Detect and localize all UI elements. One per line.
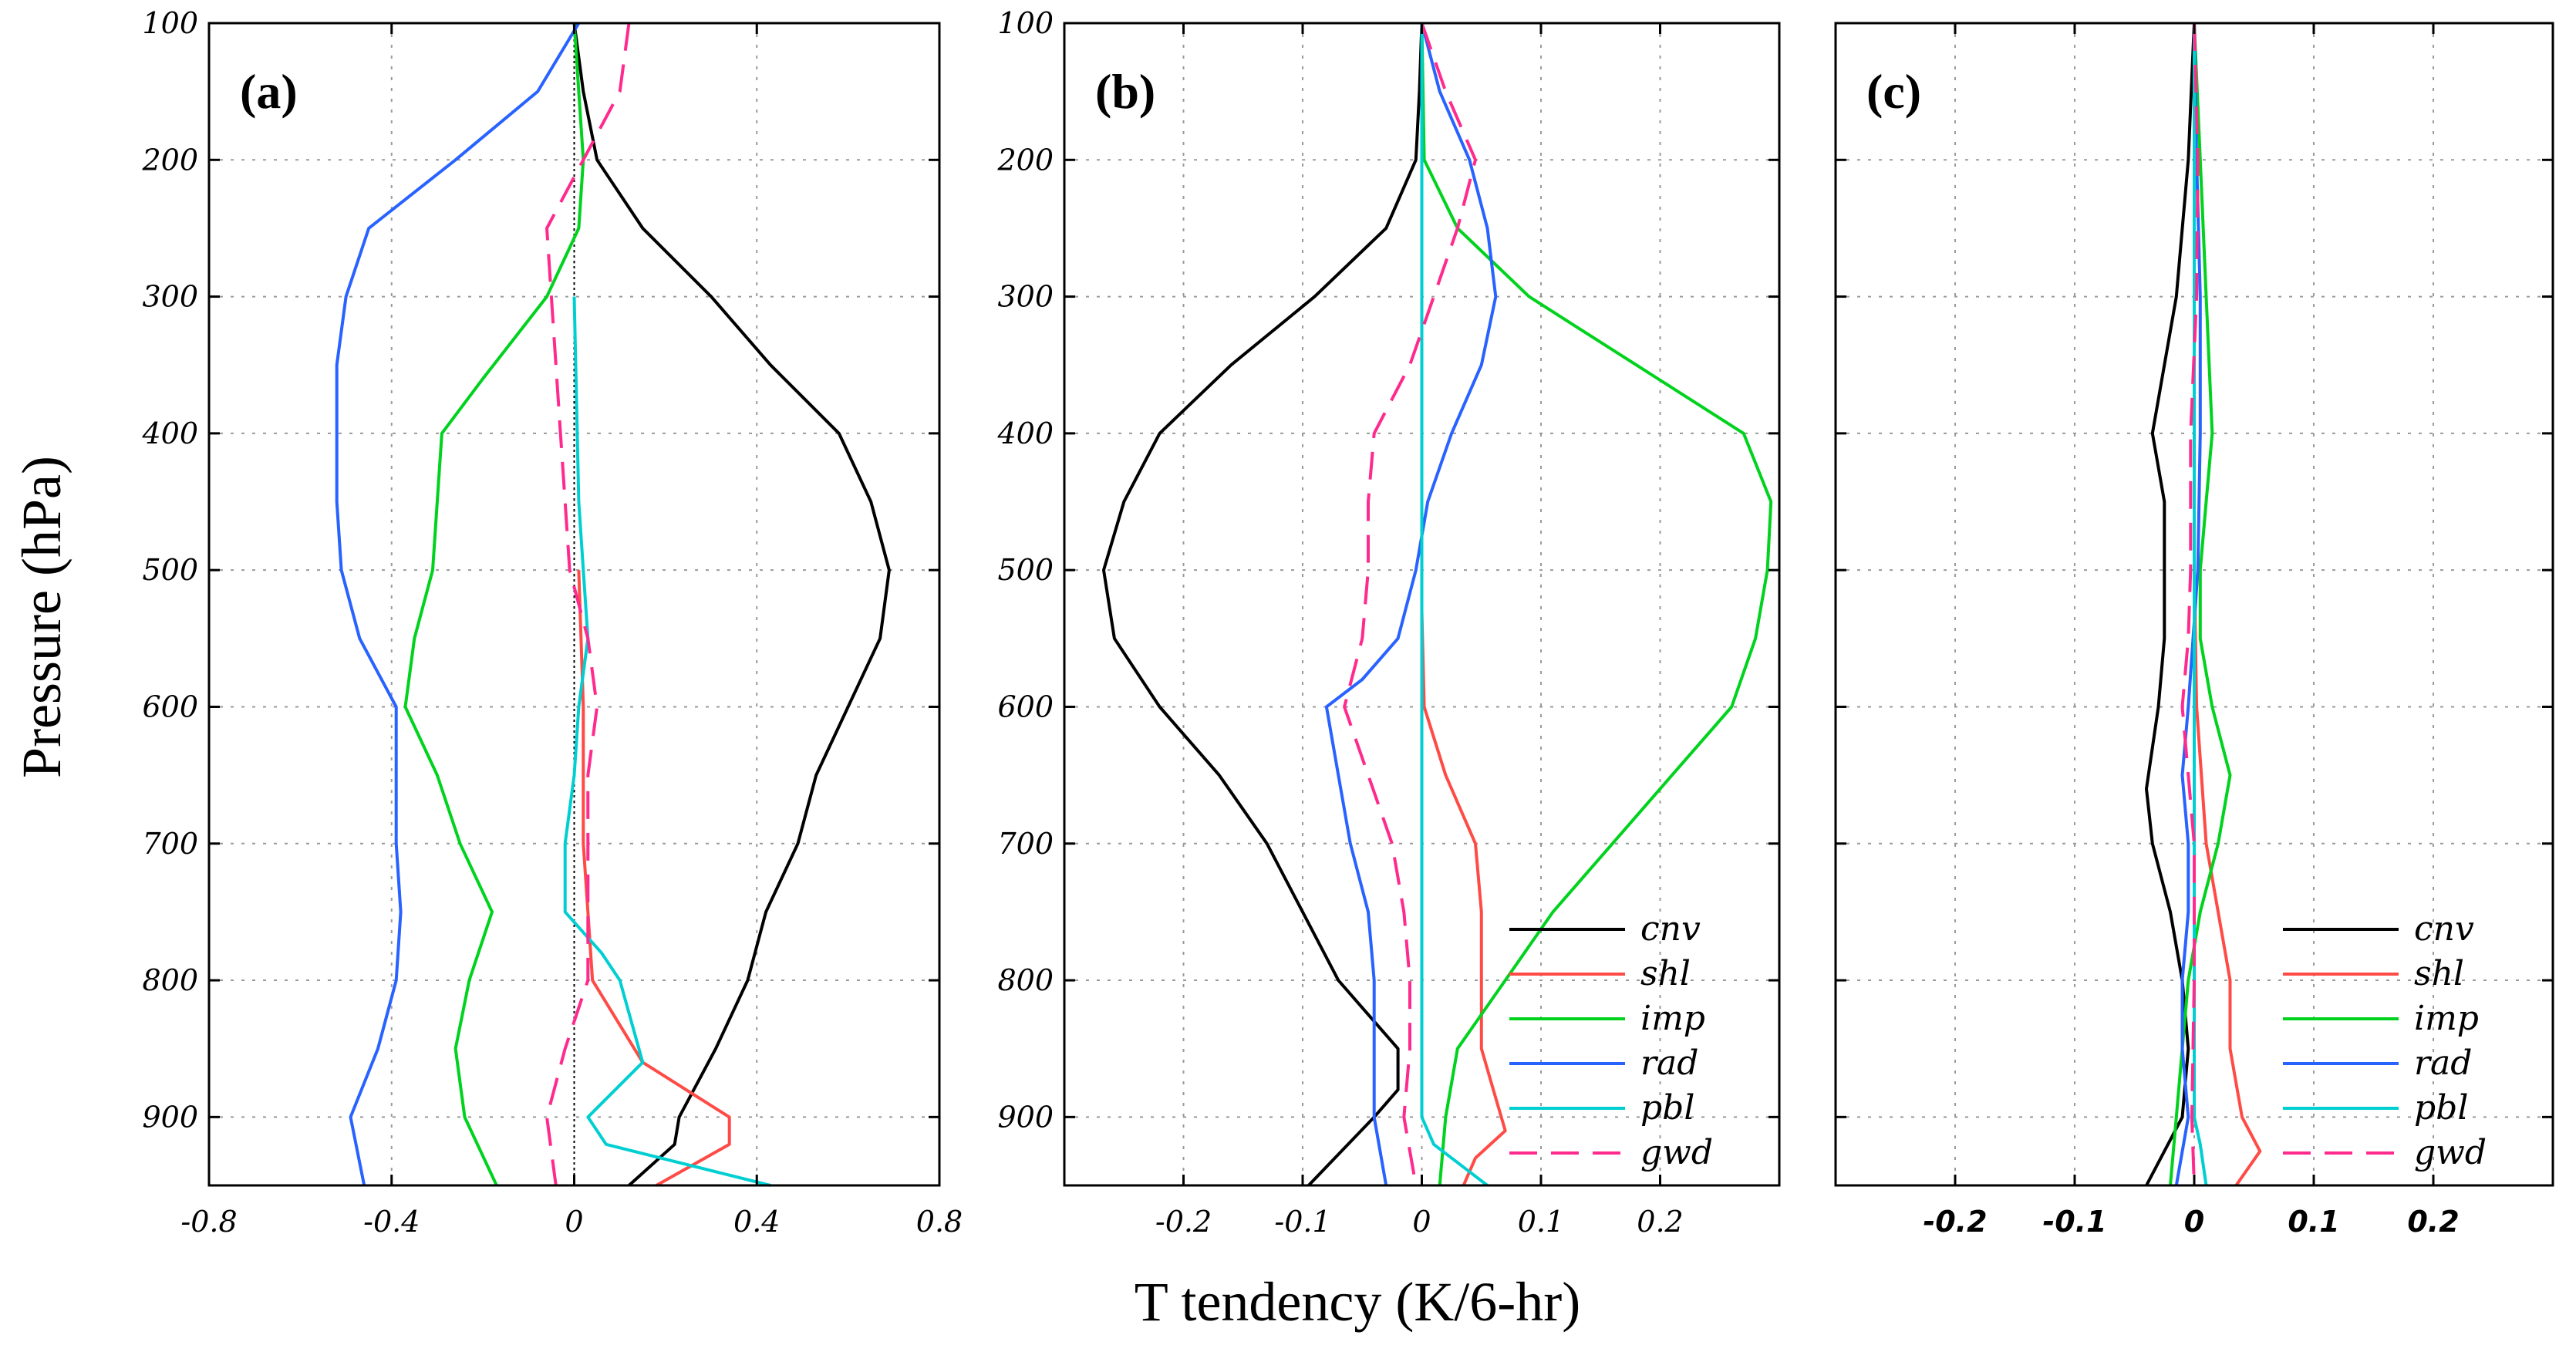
legend-label-shl: shl bbox=[1640, 954, 1691, 993]
series-line-pbl bbox=[1420, 23, 1489, 1187]
series-line-shl bbox=[2193, 570, 2262, 1187]
x-axis-title: T tendency (K/6-hr) bbox=[1135, 1271, 1580, 1333]
legend-label-imp: imp bbox=[2414, 999, 2479, 1038]
x-tick-label: 0.1 bbox=[2288, 1205, 2339, 1239]
legend-label-gwd: gwd bbox=[2414, 1133, 2487, 1172]
legend-label-rad: rad bbox=[1640, 1044, 1698, 1083]
legend-label-pbl: pbl bbox=[2414, 1088, 2468, 1128]
y-tick-label: 100 bbox=[997, 6, 1054, 40]
x-tick-label: 0.1 bbox=[1518, 1205, 1564, 1239]
legend-label-pbl: pbl bbox=[1640, 1088, 1694, 1128]
panel-label: (c) bbox=[1866, 64, 1921, 119]
y-tick-label: 600 bbox=[142, 689, 198, 723]
x-tick-label: 0 bbox=[2184, 1205, 2204, 1239]
series-line-pbl bbox=[563, 296, 771, 1187]
x-tick-label: -0.1 bbox=[1274, 1205, 1330, 1239]
chart-panel-1: -0.8 -0.4 0 0.4 0.8 100 200 300 400 500 600 700 800 9… bbox=[141, 6, 963, 1239]
x-tick-label: 0.8 bbox=[916, 1205, 963, 1239]
legend-label-gwd: gwd bbox=[1640, 1133, 1713, 1172]
y-tick-label: 300 bbox=[142, 280, 198, 314]
x-tick-label: 0.4 bbox=[733, 1205, 780, 1239]
series-line-imp bbox=[2169, 22, 2232, 1186]
y-tick-label: 900 bbox=[142, 1100, 198, 1134]
series-line-rad bbox=[2174, 22, 2202, 1186]
x-tick-label: 0 bbox=[565, 1205, 583, 1239]
x-tick-label: -0.2 bbox=[1155, 1205, 1212, 1239]
x-tick-label: -0.2 bbox=[1923, 1205, 1987, 1239]
y-tick-label: 600 bbox=[997, 689, 1054, 723]
x-tick-label: 0.2 bbox=[2407, 1205, 2459, 1239]
x-tick-label: 0.2 bbox=[1637, 1205, 1683, 1239]
y-tick-label: 100 bbox=[142, 6, 198, 40]
x-tick-label: -0.1 bbox=[2042, 1205, 2106, 1239]
series-line-gwd bbox=[545, 22, 631, 1186]
y-tick-label: 200 bbox=[141, 143, 198, 177]
series-line-shl bbox=[577, 570, 731, 1187]
legend-label-cnv: cnv bbox=[2414, 909, 2474, 949]
panel-label: (b) bbox=[1095, 64, 1155, 119]
y-tick-label: 900 bbox=[997, 1100, 1054, 1134]
series-line-gwd bbox=[1343, 22, 1477, 1186]
series-line-gwd bbox=[2180, 22, 2200, 1186]
panel-label: (a) bbox=[240, 64, 298, 119]
y-tick-label: 400 bbox=[141, 416, 198, 450]
legend-label-shl: shl bbox=[2414, 954, 2464, 993]
y-tick-label: 300 bbox=[997, 280, 1054, 314]
chart-panel-2: -0.2 -0.1 0 0.1 0.2 100 200 300 400 500 600 700 800 9… bbox=[996, 6, 1781, 1239]
y-tick-label: 500 bbox=[142, 553, 198, 587]
series-line-imp bbox=[1420, 22, 1773, 1186]
y-tick-label: 700 bbox=[997, 827, 1054, 861]
legend-label-imp: imp bbox=[1640, 999, 1705, 1038]
y-tick-label: 800 bbox=[142, 963, 198, 997]
series-line-imp bbox=[403, 22, 585, 1186]
legend-label-rad: rad bbox=[2414, 1044, 2472, 1083]
series-line-rad bbox=[335, 22, 581, 1186]
y-tick-label: 400 bbox=[996, 416, 1054, 450]
x-tick-label: -0.8 bbox=[180, 1205, 237, 1239]
series-line-shl bbox=[1420, 611, 1507, 1186]
y-tick-label: 500 bbox=[997, 553, 1054, 587]
legend-label-cnv: cnv bbox=[1640, 909, 1701, 949]
x-tick-label: -0.4 bbox=[363, 1205, 420, 1239]
y-axis-title: Pressure (hPa) bbox=[11, 456, 72, 778]
panels: -0.8 -0.4 0 0.4 0.8 100 200 300 400 500 600 700 800 9… bbox=[141, 6, 2554, 1239]
series-line-cnv bbox=[2145, 22, 2196, 1186]
series-line-cnv bbox=[572, 22, 891, 1187]
y-tick-label: 700 bbox=[142, 827, 198, 861]
chart-panel-3: -0.2 -0.1 0 0.1 0.2 (c) cnv shl imp rad pbl gwd bbox=[1834, 22, 2554, 1239]
series-line-rad bbox=[1324, 22, 1498, 1186]
y-tick-label: 200 bbox=[996, 143, 1054, 177]
y-tick-label: 800 bbox=[997, 963, 1054, 997]
series-line-cnv bbox=[1102, 22, 1424, 1187]
x-tick-label: 0 bbox=[1412, 1205, 1431, 1239]
